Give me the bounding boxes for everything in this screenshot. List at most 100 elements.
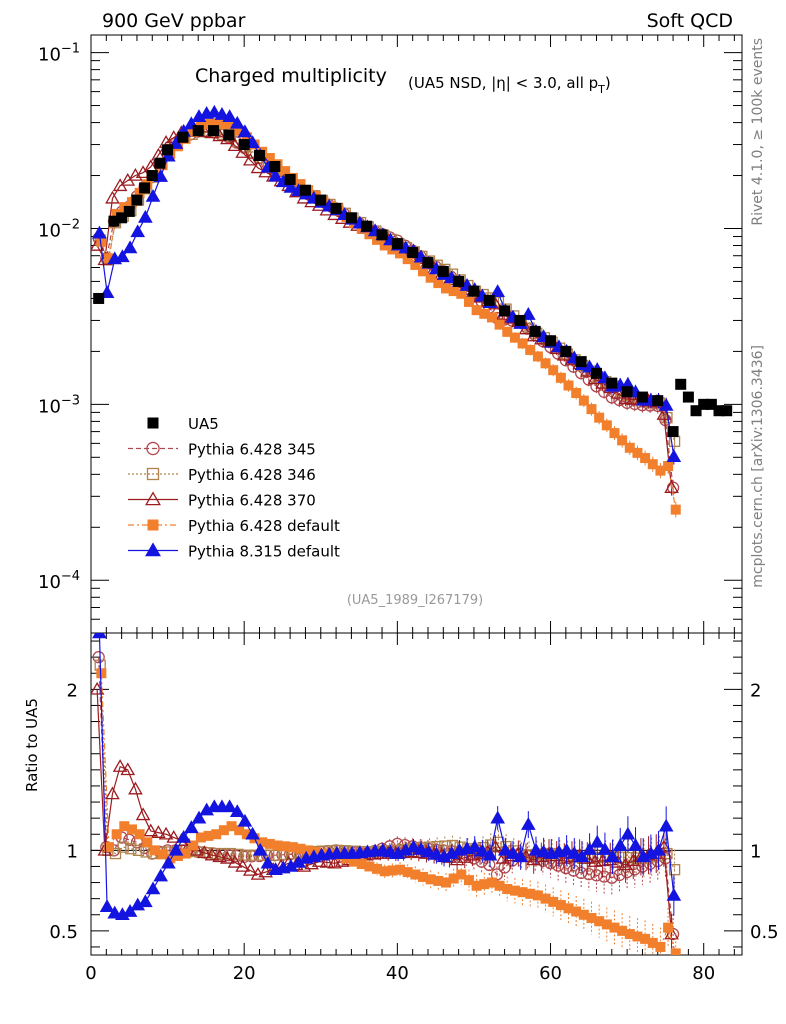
data-point — [234, 125, 245, 136]
ratio-point — [387, 865, 398, 876]
legend-label: Pythia 6.428 346 — [188, 466, 316, 484]
ratio-point — [272, 840, 283, 851]
data-point — [425, 272, 436, 283]
ua5-point — [139, 182, 151, 194]
ratio-point — [578, 909, 589, 920]
ratio-point — [161, 855, 176, 869]
data-point — [502, 326, 513, 337]
ratio-point — [582, 842, 597, 855]
ua5-point — [131, 194, 143, 206]
data-point — [479, 308, 490, 319]
data-point — [632, 447, 643, 458]
legend-marker — [145, 542, 161, 557]
data-point — [448, 286, 459, 297]
ratio-point — [520, 817, 536, 830]
data-point — [463, 296, 474, 307]
data-point — [640, 453, 651, 464]
series-main-2 — [91, 123, 679, 496]
ratio-axis-ticks — [90, 633, 742, 955]
ratio-point — [372, 863, 383, 874]
data-point — [250, 160, 266, 174]
series-ratio-3 — [96, 668, 681, 955]
ratio-point — [142, 837, 153, 848]
series-line — [98, 130, 674, 488]
ratio-point — [429, 846, 444, 860]
ua5-point — [154, 157, 166, 169]
data-point — [96, 236, 107, 247]
x-tick-label: 20 — [233, 963, 256, 984]
ratio-point — [245, 826, 260, 840]
ratio-point — [640, 933, 651, 944]
ratio-point — [597, 870, 611, 883]
ratio-point — [383, 844, 398, 858]
ua5-point — [284, 173, 296, 185]
data-point — [195, 119, 206, 130]
legend-label: Pythia 6.428 370 — [188, 492, 316, 510]
ratio-point — [310, 846, 321, 857]
ua5-point — [545, 335, 557, 347]
ua5-point — [407, 247, 419, 259]
data-point — [571, 388, 582, 399]
legend-label: Pythia 8.315 default — [188, 543, 340, 561]
ratio-point — [227, 854, 243, 868]
data-point — [490, 284, 506, 298]
ratio-point — [204, 847, 220, 861]
data-point — [582, 373, 595, 386]
data-point — [618, 391, 633, 405]
legend-marker — [147, 417, 159, 429]
ratio-point — [180, 848, 191, 859]
ua5-point — [606, 377, 618, 389]
data-point — [578, 395, 589, 406]
y-tick-base: 10 — [38, 572, 61, 593]
data-point — [666, 449, 682, 462]
chart-subtitle-main: (UA5 NSD, |η| < 3.0, all p — [408, 74, 598, 92]
data-point — [268, 168, 283, 182]
ua5-point — [253, 149, 265, 161]
series-line — [96, 130, 673, 488]
data-point — [494, 319, 505, 330]
data-point — [610, 385, 626, 399]
legend-marker — [146, 441, 160, 456]
ratio-point — [232, 848, 244, 861]
data-point — [222, 109, 237, 123]
series-line — [99, 130, 676, 442]
ratio-y-tick-label-left: 1 — [67, 841, 78, 862]
header-right: Soft QCD — [647, 10, 733, 32]
ratio-point — [92, 633, 107, 639]
ratio-point — [433, 875, 444, 886]
ratio-point — [188, 840, 199, 851]
data-point — [525, 344, 536, 355]
ratio-point — [456, 869, 467, 880]
ratio-point — [536, 844, 551, 858]
data-point — [517, 338, 528, 349]
ua5-point — [682, 391, 694, 403]
ratio-plot-panel: 2 2 1 1 0.5 0.5 Ratio to UA5 — [23, 632, 779, 956]
data-point — [235, 145, 250, 158]
ratio-point — [620, 826, 636, 840]
chart-subtitle-end: ) — [605, 74, 611, 92]
data-point — [655, 465, 666, 476]
legend-marker — [146, 467, 160, 481]
chart-subtitle-sub: T — [597, 83, 605, 96]
ratio-point — [96, 668, 107, 679]
ua5-point — [299, 184, 311, 196]
data-point — [218, 118, 229, 129]
ratio-point — [595, 853, 610, 867]
ratio-point — [252, 842, 268, 856]
ratio-point — [548, 896, 559, 907]
ua5-point — [468, 285, 480, 297]
ua5-point — [721, 405, 733, 417]
ratio-point — [356, 859, 367, 870]
ratio-point — [260, 855, 276, 869]
ratio-point — [517, 887, 528, 898]
data-point — [395, 248, 406, 259]
rivet-version: Rivet 4.1.0, ≥ 100k events — [750, 38, 766, 226]
ua5-point — [376, 229, 388, 241]
ratio-point — [670, 948, 681, 955]
ratio-point — [122, 904, 138, 917]
data-point — [211, 118, 222, 129]
ratio-point — [218, 825, 229, 836]
ratio-point — [612, 838, 628, 851]
ratio-point — [587, 854, 603, 867]
ratio-point — [120, 762, 136, 776]
